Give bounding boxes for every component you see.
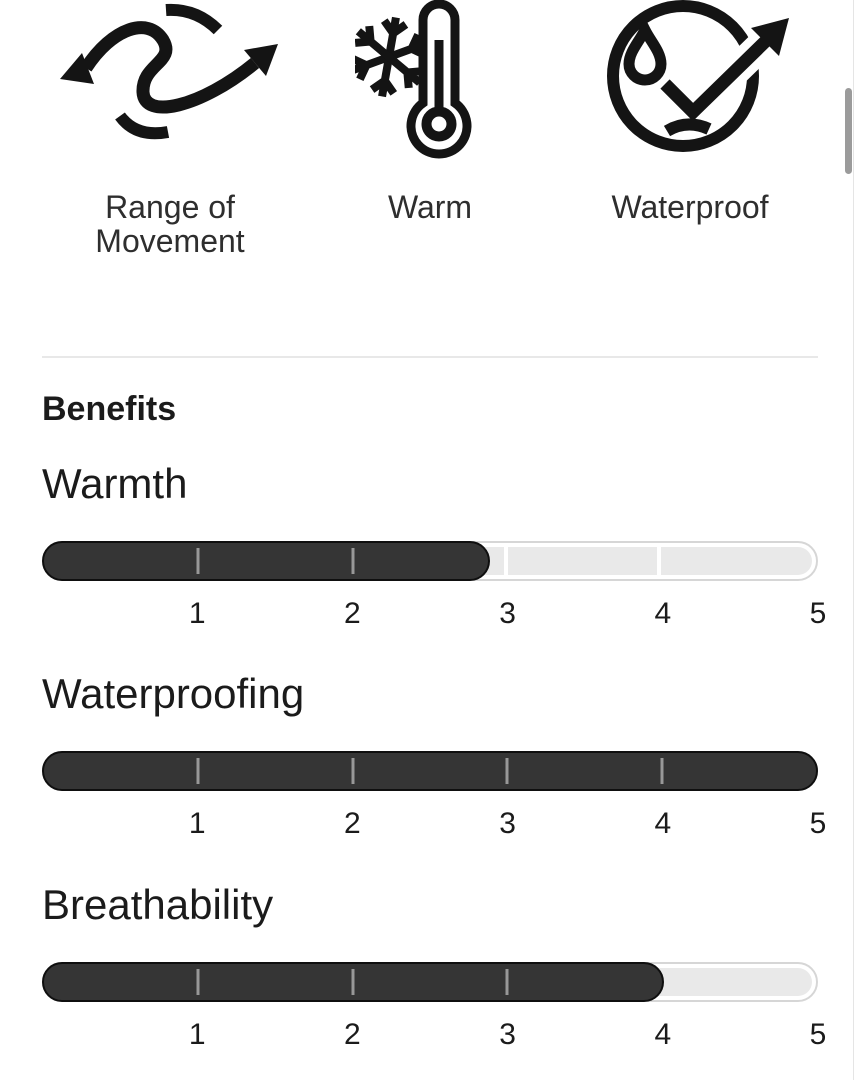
benefit-name: Warmth — [42, 460, 188, 507]
benefit-row: Waterproofing 1 2 3 4 5 — [42, 670, 827, 847]
feature-label: Range of Movement — [95, 189, 245, 259]
rating-scale: 1 2 3 4 5 — [42, 597, 827, 631]
rating-scale: 1 2 3 4 5 — [42, 807, 827, 841]
bar-tick — [657, 547, 662, 575]
bar-tick — [196, 548, 200, 574]
bar-tick — [351, 548, 355, 574]
scale-number: 4 — [654, 807, 672, 840]
scale-number: 3 — [499, 807, 516, 840]
bar-tick — [196, 758, 200, 784]
scrollbar-track — [853, 0, 854, 1080]
scale-number: 3 — [499, 1018, 516, 1051]
scale-number: 2 — [344, 597, 361, 630]
scrollbar-thumb[interactable] — [845, 88, 852, 174]
waterproof-icon — [583, 0, 798, 160]
bar-tick — [351, 969, 355, 995]
bar-tick — [660, 758, 664, 784]
benefit-row: Warmth 1 2 3 4 5 — [42, 460, 827, 637]
benefit-row: Breathability 1 2 3 4 5 — [42, 881, 827, 1058]
benefit-name: Breathability — [42, 881, 274, 928]
scale-number: 5 — [809, 1018, 827, 1051]
product-features-row: Range of Movement Warm — [0, 0, 860, 258]
rating-bar-fill — [42, 541, 490, 581]
scale-number: 2 — [344, 1018, 361, 1051]
feature-range-of-movement: Range of Movement — [58, 0, 282, 258]
scale-number: 5 — [809, 807, 827, 840]
range-of-movement-icon — [50, 0, 290, 160]
rating-bar-fill — [42, 751, 818, 791]
scale-number: 4 — [654, 597, 672, 630]
scale-number: 1 — [188, 597, 206, 630]
scale-number: 3 — [499, 597, 516, 630]
benefit-name: Waterproofing — [42, 670, 305, 717]
rating-bar — [42, 962, 818, 1002]
feature-label: Waterproof — [611, 189, 769, 225]
scale-number: 1 — [188, 807, 206, 840]
scale-number: 4 — [654, 1018, 672, 1051]
bar-tick — [505, 969, 509, 995]
feature-warm: Warm — [318, 0, 542, 258]
warm-icon — [355, 0, 505, 160]
scale-number: 1 — [188, 1018, 206, 1051]
section-divider — [42, 356, 818, 358]
bar-tick — [505, 758, 509, 784]
feature-waterproof: Waterproof — [578, 0, 802, 258]
bar-tick — [504, 547, 509, 575]
benefits-heading: Benefits — [42, 390, 177, 428]
rating-bar-fill — [42, 962, 664, 1002]
bar-tick — [351, 758, 355, 784]
bar-tick — [196, 969, 200, 995]
scale-number: 2 — [344, 807, 361, 840]
feature-label: Warm — [387, 189, 473, 225]
rating-bar — [42, 751, 818, 791]
rating-scale: 1 2 3 4 5 — [42, 1018, 827, 1052]
scale-number: 5 — [809, 597, 827, 630]
rating-bar — [42, 541, 818, 581]
